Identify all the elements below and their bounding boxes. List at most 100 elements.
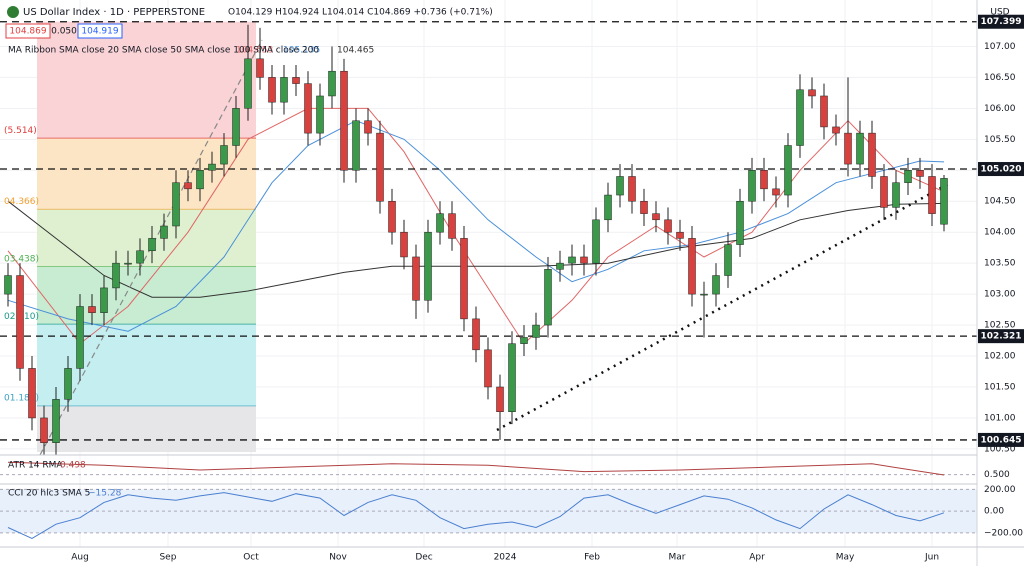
fib-zone [37,209,256,267]
candle-body [412,256,420,301]
candle-body [484,349,492,388]
candle-body [88,306,96,313]
level-label: 102.321 [981,332,1022,342]
candle-body [28,368,36,419]
y-tick-label: 0.00 [984,507,1004,517]
price-box-text: 104.869 [9,27,46,37]
level-tag [978,329,1024,344]
candle-body [508,343,516,413]
x-tick-label: 2024 [494,553,517,563]
y-tick-label: 102.50 [984,321,1016,331]
candle-body [556,262,564,270]
candle-body [700,293,708,296]
fib-zone [37,266,256,325]
candle-body [940,178,948,225]
x-tick-label: Sep [159,553,176,563]
candle-body [640,200,648,214]
cci-label: CCI 20 hlc3 SMA 5 [8,489,90,499]
candle-body [688,238,696,295]
candle-body [856,132,864,165]
candle-body [100,287,108,313]
fib-label: 04.366) [4,197,39,207]
candle-body [352,120,360,171]
candle-body [736,200,744,245]
candle-body [592,219,600,264]
x-tick-label: Feb [584,553,600,563]
x-tick-label: Jun [924,553,939,563]
candle-body [916,170,924,177]
candle-body [580,256,588,264]
candle-body [148,238,156,252]
ma-legend: MA Ribbon SMA close 20 SMA close 50 SMA … [8,46,319,56]
candle-body [16,275,24,369]
y-tick-label: 200.00 [984,485,1016,495]
candle-body [844,132,852,165]
symbol-icon [7,6,19,18]
candle-body [256,58,264,78]
chart-title: US Dollar Index · 1D · PEPPERSTONE [23,7,205,18]
level-label: 100.645 [981,435,1022,445]
atr-line [7,461,945,476]
candle-body [64,368,72,400]
candle-body [244,58,252,109]
candle-body [820,95,828,128]
y-tick-label: 105.50 [984,135,1016,145]
y-tick-label: 101.00 [984,413,1016,423]
candle-body [436,213,444,233]
legend-value: 104.653 [236,46,273,56]
candle-body [232,108,240,146]
candle-body [364,120,372,134]
candle-body [136,250,144,264]
fib-label: 01.189) [4,394,39,404]
y-tick-label: 100.50 [984,444,1016,454]
cci-line [7,492,945,539]
candle-body [832,126,840,134]
candle-body [124,262,132,265]
y-tick-label: 101.50 [984,382,1016,392]
x-tick-label: Oct [243,553,259,563]
y-tick-label: 107.00 [984,42,1016,52]
level-tag [978,162,1024,177]
candle-body [520,337,528,344]
candle-body [184,182,192,190]
trend-line [496,181,951,432]
candle-body [280,77,288,103]
atr-label: ATR 14 RMA [8,461,63,471]
level-label: 105.020 [981,165,1022,175]
candle-body [604,194,612,221]
candle-body [220,145,228,165]
y-tick-label: −200.00 [984,528,1023,538]
candle-body [712,275,720,295]
price-box[interactable] [5,23,51,39]
candle-body [76,306,84,369]
candle-body [544,269,552,326]
candle-body [796,89,804,146]
y-tick-label: 103.50 [984,259,1016,269]
fib-zone [37,138,256,210]
y-tick-label: 102.00 [984,352,1016,362]
y-tick-label: 104.50 [984,197,1016,207]
y-tick-label: 106.00 [984,104,1016,114]
level-tag [978,14,1024,29]
candle-body [532,324,540,338]
candle-body [628,176,636,202]
candle-body [880,176,888,208]
y-tick-label: 0.500 [984,470,1010,480]
candle-body [868,132,876,177]
candle-body [40,417,48,443]
candle-body [448,213,456,239]
price-box[interactable] [77,23,123,39]
candle-body [760,170,768,190]
y-tick-label: 103.00 [984,290,1016,300]
ma-line [7,120,945,332]
candle-body [400,231,408,258]
legend-value: 105.135 [283,46,320,56]
level-tag [978,432,1024,447]
candle-body [772,188,780,196]
candle-body [172,182,180,227]
candle-body [676,231,684,239]
x-tick-label: Mar [669,553,686,563]
candle-body [196,170,204,190]
candle-body [160,225,168,239]
